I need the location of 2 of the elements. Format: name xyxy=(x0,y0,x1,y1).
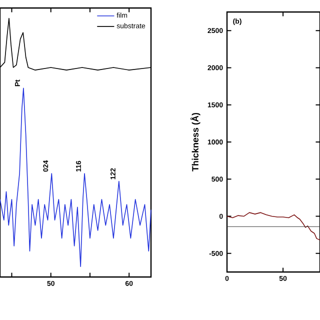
y-axis-title: Thickness (Å) xyxy=(190,112,200,172)
line-series xyxy=(226,212,320,240)
